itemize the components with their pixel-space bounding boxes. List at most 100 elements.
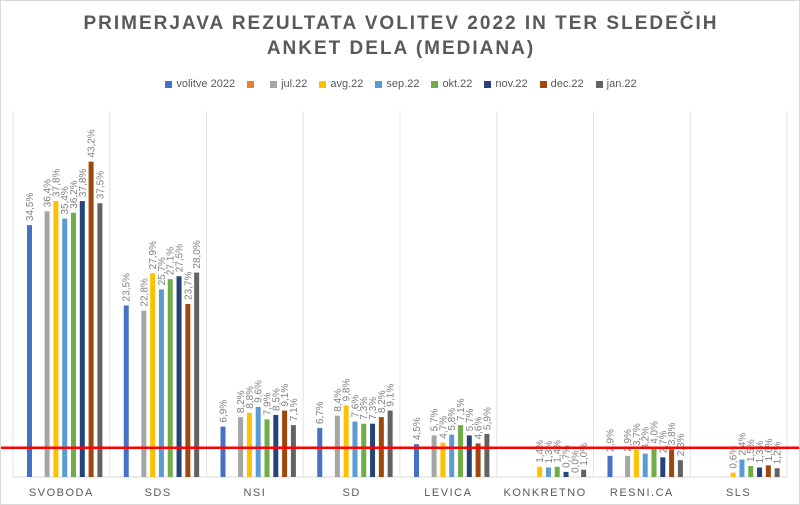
bar (757, 467, 763, 477)
data-label: 5,7% (430, 408, 441, 431)
data-label: 5,9% (482, 407, 493, 430)
category-label: SDS (145, 487, 172, 499)
legend-swatch (431, 80, 439, 88)
data-label: 9,8% (342, 379, 353, 402)
data-label: 22,8% (139, 278, 150, 306)
data-label: 4,6% (474, 417, 485, 440)
bar (185, 303, 191, 477)
data-label: 1,0% (579, 443, 590, 466)
data-label: 1,6% (764, 438, 775, 461)
bar (352, 421, 358, 477)
bar (730, 472, 736, 477)
data-label: 2,7% (658, 430, 669, 453)
legend-item: okt.22 (431, 78, 472, 90)
bar (431, 435, 437, 477)
data-label: 9,1% (280, 384, 291, 407)
bar (607, 455, 613, 477)
data-label: 1,2% (773, 441, 784, 464)
chart-title: PRIMERJAVA REZULTATA VOLITEV 2022 IN TER… (1, 11, 799, 61)
data-label: 7,6% (350, 395, 361, 418)
bar (370, 423, 376, 477)
bar (748, 466, 754, 477)
data-label: 9,6% (254, 380, 265, 403)
data-label: 6,7% (315, 401, 326, 424)
legend-item: jul.22 (270, 78, 307, 90)
bar (282, 410, 288, 477)
bar (150, 273, 156, 477)
legend-item: nov.22 (484, 78, 528, 90)
bar (554, 466, 560, 477)
bar (414, 444, 419, 477)
legend-item: volitve 2022 (165, 78, 235, 90)
legend-item (247, 78, 258, 90)
data-label: 7,1% (456, 398, 467, 421)
data-label: 27,5% (175, 244, 186, 272)
data-label: 27,9% (148, 241, 159, 269)
bar (79, 201, 85, 477)
data-label: 35,4% (60, 186, 71, 214)
data-label: 8,4% (333, 389, 344, 412)
bar (660, 457, 666, 477)
data-label: 4,5% (412, 417, 423, 440)
data-label: 34,5% (25, 193, 36, 221)
data-label: 37,8% (78, 169, 89, 197)
data-label: 2,9% (623, 429, 634, 452)
data-label: 37,5% (95, 171, 106, 199)
data-label: 28,0% (192, 240, 203, 268)
legend-swatch (484, 80, 492, 88)
data-label: 2,4% (737, 433, 748, 456)
data-label: 3,8% (667, 422, 678, 445)
bar (123, 305, 129, 477)
bar (563, 471, 569, 477)
bar (545, 467, 551, 477)
bar (141, 310, 147, 477)
bar (458, 425, 463, 477)
bar (220, 426, 226, 477)
bar (765, 465, 771, 477)
chart-title-line-1: PRIMERJAVA REZULTATA VOLITEV 2022 IN TER… (83, 13, 719, 34)
bar (774, 468, 780, 477)
data-label: 1,3% (544, 441, 555, 464)
bar (669, 449, 675, 477)
data-label: 23,7% (183, 272, 194, 300)
bar (466, 435, 472, 477)
legend-swatch (247, 80, 255, 88)
legend-label: avg.22 (330, 78, 364, 90)
data-label: 1,3% (755, 441, 766, 464)
legend-swatch (595, 80, 603, 88)
data-label: 8,5% (271, 388, 282, 411)
category-label: SLS (726, 487, 751, 499)
bar (633, 449, 639, 477)
bar (677, 460, 683, 477)
legend-label: dec.22 (550, 78, 584, 90)
category-label: LEVICA (424, 487, 472, 499)
data-label: 23,5% (122, 273, 133, 301)
data-label: 9,1% (386, 384, 397, 407)
legend-label: volitve 2022 (176, 78, 236, 90)
data-label: 5,7% (465, 408, 476, 431)
category-label: SVOBODA (29, 487, 94, 499)
data-label: 2,9% (606, 429, 617, 452)
data-label: 0,0% (570, 450, 581, 473)
bar (449, 434, 455, 477)
bar (290, 425, 296, 477)
bar (88, 161, 94, 477)
legend-label: jul.22 (281, 78, 308, 90)
legend-swatch (539, 80, 547, 88)
data-label: 6,9% (219, 400, 230, 423)
legend-label: okt.22 (442, 78, 473, 90)
data-label: 27,1% (166, 247, 177, 275)
category-label: KONKRETNO (504, 487, 587, 499)
data-label: 3,7% (632, 423, 643, 446)
data-label: 37,8% (51, 169, 62, 197)
bar (317, 428, 323, 477)
bar (625, 455, 631, 477)
data-label: 8,8% (245, 386, 256, 409)
bar (62, 218, 68, 477)
bar (158, 289, 164, 477)
data-label: 3,2% (641, 427, 652, 450)
data-label: 8,2% (377, 390, 388, 413)
category-label: SD (342, 487, 360, 499)
data-label: 43,2% (87, 129, 98, 157)
